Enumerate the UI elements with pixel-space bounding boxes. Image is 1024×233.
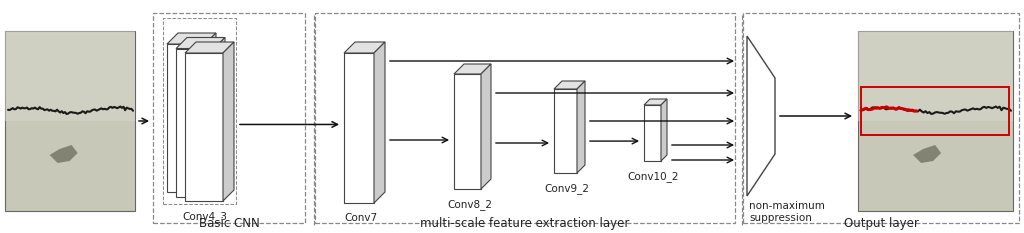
Polygon shape — [49, 145, 78, 163]
Polygon shape — [344, 42, 385, 53]
Text: Basic CNN: Basic CNN — [199, 217, 259, 230]
Polygon shape — [454, 64, 490, 74]
Text: Conv10_2: Conv10_2 — [628, 171, 679, 182]
Text: Conv9_2: Conv9_2 — [544, 183, 589, 194]
Polygon shape — [913, 145, 941, 163]
Text: Conv7: Conv7 — [344, 213, 378, 223]
Text: Output layer: Output layer — [844, 217, 919, 230]
Polygon shape — [644, 99, 667, 105]
Polygon shape — [176, 48, 214, 196]
Polygon shape — [577, 81, 585, 173]
Bar — [861, 87, 1009, 135]
Polygon shape — [374, 42, 385, 203]
Polygon shape — [746, 36, 775, 196]
Polygon shape — [185, 53, 223, 201]
Polygon shape — [662, 99, 667, 161]
Polygon shape — [344, 53, 374, 203]
Bar — [5, 31, 135, 121]
Bar — [858, 31, 1013, 211]
Polygon shape — [223, 42, 234, 201]
Text: multi-scale feature extraction layer: multi-scale feature extraction layer — [420, 217, 630, 230]
Polygon shape — [644, 105, 662, 161]
Polygon shape — [176, 38, 225, 48]
Polygon shape — [554, 89, 577, 173]
Polygon shape — [185, 42, 234, 53]
Bar — [5, 31, 135, 211]
Polygon shape — [554, 81, 585, 89]
Polygon shape — [167, 33, 216, 44]
Polygon shape — [454, 74, 481, 189]
Bar — [858, 31, 1013, 121]
Polygon shape — [481, 64, 490, 189]
Text: Conv4_3: Conv4_3 — [182, 211, 227, 222]
Text: non-maximum
suppression: non-maximum suppression — [749, 201, 825, 223]
Polygon shape — [167, 44, 205, 192]
Polygon shape — [205, 33, 216, 192]
Polygon shape — [214, 38, 225, 196]
Text: Conv8_2: Conv8_2 — [447, 199, 492, 210]
